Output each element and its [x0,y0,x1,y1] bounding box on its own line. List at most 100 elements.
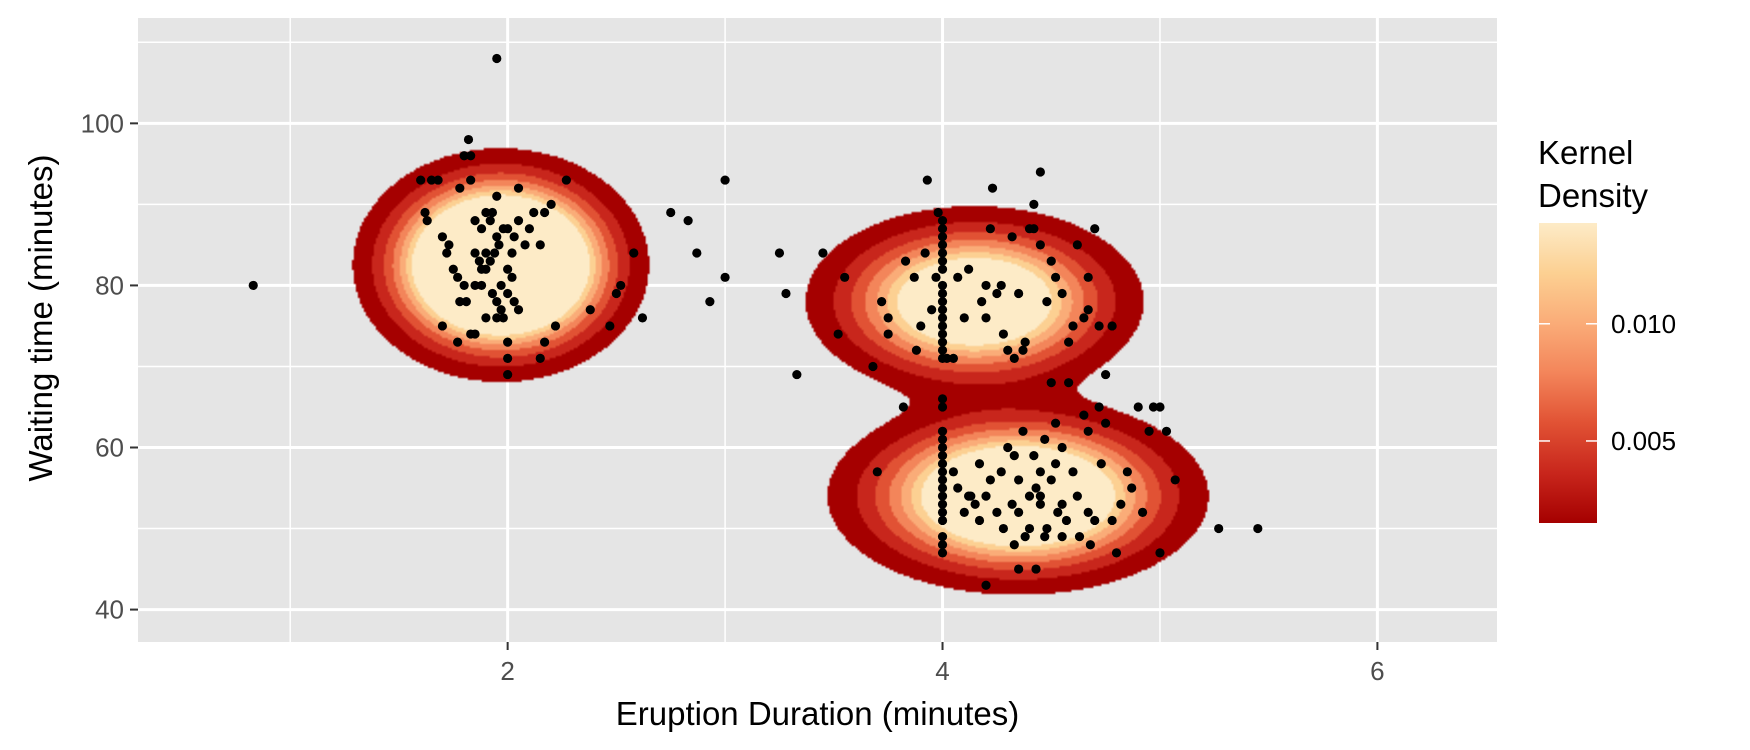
data-point [507,272,517,282]
data-point [818,248,828,258]
data-point [985,475,995,485]
data-point [1083,272,1093,282]
data-point [1024,491,1035,501]
data-point [998,523,1009,534]
data-point [494,240,504,250]
data-point [1029,451,1039,461]
data-point [970,499,980,509]
data-point [1090,515,1100,526]
data-point [1057,288,1067,299]
data-point [1107,321,1117,331]
data-point [937,483,948,493]
data-point [937,499,948,509]
data-point [492,232,502,242]
data-point [1035,499,1045,509]
data-point [1133,402,1143,412]
data-point [937,215,948,226]
data-point [937,402,948,412]
data-point [937,491,948,501]
data-point [953,483,963,493]
data-point [1029,224,1039,234]
data-point [540,207,550,218]
data-point [996,467,1006,477]
data-point [513,183,524,193]
data-point [1046,475,1056,485]
data-point [1101,418,1111,428]
data-point [496,280,506,291]
data-point [492,191,502,201]
data-point [931,272,941,282]
data-point [535,240,545,250]
data-point [937,394,948,404]
data-point [455,183,465,193]
data-point [948,353,959,363]
data-point [1024,523,1035,534]
data-point [937,305,948,315]
data-point [937,248,948,258]
x-axis: 2 4 6 [500,642,1385,686]
data-point [1079,313,1089,323]
data-point [1031,483,1041,493]
data-point [1057,442,1067,453]
data-point [459,280,469,291]
data-point [248,280,258,291]
data-point [540,337,550,347]
data-point [485,256,495,266]
y-tick-label: 40 [95,595,124,625]
data-point [513,305,524,315]
data-point [1094,402,1104,412]
data-point [1068,321,1078,331]
data-point [1116,499,1126,509]
data-point [444,240,454,250]
legend-tick-label: 0.005 [1611,426,1676,456]
data-point [1074,532,1085,542]
data-point [470,215,480,226]
data-point [996,280,1006,291]
y-tick-label: 100 [81,108,124,138]
density-contours [138,18,1497,642]
legend: Kernel Density 0.005 0.010 [1538,134,1676,523]
data-point [1009,451,1019,461]
data-point [629,248,639,258]
data-point [503,353,513,363]
data-point [774,248,785,258]
data-point [1042,297,1052,307]
data-point [911,345,922,355]
data-point [1040,434,1050,445]
data-point [981,580,991,590]
data-point [463,134,474,145]
data-point [550,321,561,331]
data-point [981,491,991,501]
data-point [503,288,513,299]
data-point [937,345,948,355]
data-point [937,507,948,517]
data-point [683,215,693,226]
data-point [916,321,926,331]
data-point [937,256,948,266]
data-point [937,532,948,542]
data-point [1083,426,1093,436]
data-point [1144,426,1154,436]
data-point [492,53,502,64]
data-point [481,248,491,258]
data-point [1035,467,1045,477]
data-point [503,337,513,347]
data-point [883,313,893,323]
data-point [937,459,948,469]
data-point [1018,345,1028,355]
legend-ticks: 0.005 0.010 [1539,309,1676,456]
data-point [981,313,991,323]
y-tick-label: 80 [95,270,124,300]
data-point [611,288,621,299]
data-point [1003,345,1013,355]
data-point [1083,507,1093,517]
data-point [1096,459,1106,469]
data-point [1072,491,1082,501]
data-point [937,515,948,526]
data-point [433,175,443,185]
data-point [705,297,715,307]
data-point [1014,288,1024,299]
data-point [1253,523,1263,534]
data-point [513,215,524,226]
data-point [1064,378,1074,388]
